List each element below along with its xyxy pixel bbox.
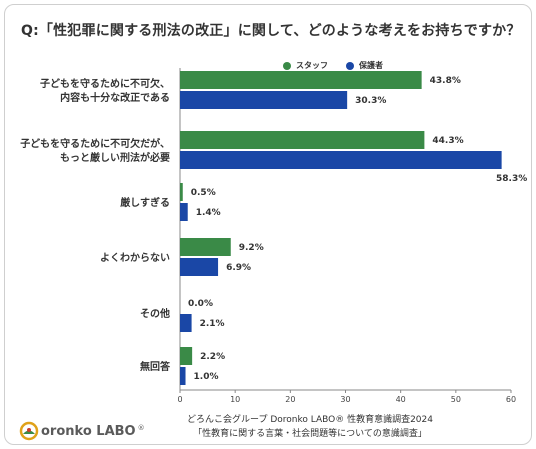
footer-survey-name: 「性教育に関する言葉・社会問題等についての意識調査」	[193, 429, 427, 439]
bar-parent	[180, 314, 192, 332]
bar-staff	[180, 347, 193, 365]
x-tick-label: 0	[177, 395, 182, 404]
legend-item-staff: スタッフ	[283, 60, 328, 71]
value-label-parent: 2.1%	[200, 319, 225, 329]
legend-item-parent: 保護者	[346, 60, 383, 71]
logo-text: oronko LABO	[41, 423, 136, 439]
category-label: 子どもを守るために不可欠だが、	[20, 137, 170, 150]
value-label-staff: 43.8%	[430, 76, 461, 86]
x-tick-label: 50	[451, 395, 461, 404]
bar-staff	[180, 131, 425, 149]
legend-swatch-staff	[283, 61, 291, 70]
legend-swatch-parent	[346, 61, 354, 70]
x-tick-label: 60	[506, 395, 516, 404]
category-label: もっと厳しい刑法が必要	[60, 151, 170, 164]
bar-parent	[180, 258, 219, 276]
bar-parent	[180, 151, 502, 169]
x-tick-label: 30	[340, 395, 350, 404]
category-label: 厳しすぎる	[120, 196, 170, 209]
x-tick-label: 40	[396, 395, 406, 404]
category-label: その他	[140, 307, 170, 320]
value-label-staff: 9.2%	[239, 243, 264, 253]
legend-label-staff: スタッフ	[296, 61, 328, 70]
footer-source: どろんこ会グループ Doronko LABO® 性教育意識調査2024	[187, 415, 433, 425]
x-tick-label: 20	[285, 395, 295, 404]
value-label-staff: 2.2%	[200, 352, 225, 362]
doronko-logo: oronko LABO ®	[19, 421, 145, 441]
category-label: よくわからない	[100, 252, 170, 264]
category-label: 子どもを守るために不可欠、	[40, 77, 170, 90]
value-label-parent: 6.9%	[226, 263, 251, 273]
bar-staff	[180, 183, 183, 201]
value-label-parent: 58.3%	[496, 174, 527, 184]
bar-parent	[180, 203, 188, 221]
footer: どろんこ会グループ Doronko LABO® 性教育意識調査2024 「性教育…	[155, 413, 465, 441]
bar-parent	[180, 91, 348, 109]
category-label: 内容も十分な改正である	[60, 91, 170, 104]
logo-registered-mark: ®	[137, 424, 145, 432]
chart-title: Q:「性犯罪に関する刑法の改正」に関して、どのような考えをお持ちですか？	[21, 23, 521, 39]
value-label-staff: 44.3%	[432, 136, 463, 146]
value-label-parent: 1.4%	[196, 208, 221, 218]
bar-staff	[180, 71, 422, 89]
legend-label-parent: 保護者	[359, 61, 383, 70]
value-label-staff: 0.0%	[188, 299, 213, 309]
bar-staff	[180, 238, 231, 256]
value-label-parent: 1.0%	[194, 372, 219, 382]
category-label: 無回答	[140, 360, 171, 373]
legend: スタッフ 保護者	[283, 60, 383, 71]
value-label-staff: 0.5%	[191, 188, 216, 198]
value-label-parent: 30.3%	[355, 96, 386, 106]
x-tick-label: 10	[230, 395, 240, 404]
doronko-logo-icon	[19, 421, 39, 441]
bar-parent	[180, 367, 186, 385]
